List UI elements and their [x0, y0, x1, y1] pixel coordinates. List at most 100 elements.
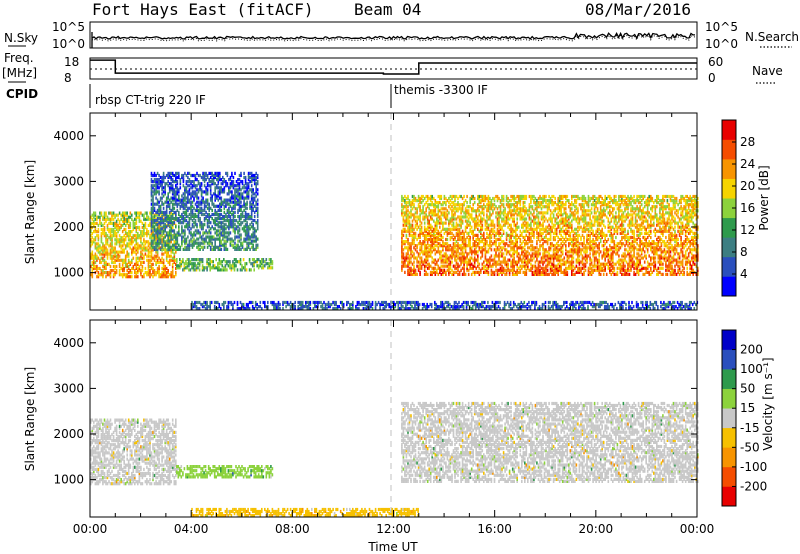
range-gate-cell — [235, 264, 237, 268]
range-gate-cell — [111, 256, 113, 260]
range-gate-cell — [466, 235, 468, 240]
range-gate-cell — [225, 180, 227, 184]
range-gate-cell — [159, 247, 162, 251]
data-region-5 — [401, 194, 699, 276]
range-gate-cell — [208, 239, 210, 243]
range-gate-cell — [534, 307, 536, 311]
range-gate-cell — [414, 207, 417, 211]
range-gate-cell — [188, 231, 191, 235]
range-gate-cell — [414, 199, 417, 203]
range-gate-cell — [219, 192, 221, 196]
range-gate-cell — [97, 244, 100, 248]
range-gate-cell — [421, 302, 424, 307]
range-gate-cell — [453, 305, 456, 309]
range-gate-cell — [96, 264, 98, 269]
range-gate-cell — [489, 229, 491, 233]
range-gate-cell — [171, 273, 174, 277]
range-gate-cell — [654, 307, 656, 311]
range-gate-cell — [495, 205, 497, 209]
range-gate-cell — [240, 204, 242, 208]
range-gate-cell — [209, 190, 212, 194]
range-gate-cell — [220, 233, 223, 237]
range-gate-cell — [102, 271, 104, 275]
range-gate-cell — [171, 271, 174, 275]
range-gate-cell — [473, 264, 476, 268]
range-gate-cell — [437, 207, 440, 211]
range-gate-cell — [294, 307, 296, 311]
range-gate-cell — [448, 246, 450, 250]
range-gate-cell — [458, 305, 460, 309]
range-gate-cell — [162, 190, 165, 194]
range-gate-cell — [150, 256, 153, 260]
range-gate-cell — [138, 211, 141, 215]
range-gate-cell — [462, 305, 465, 309]
range-gate-cell — [173, 210, 176, 214]
range-gate-cell — [197, 180, 200, 184]
range-gate-cell — [158, 180, 160, 184]
range-gate-cell — [131, 238, 133, 242]
range-gate-cell — [126, 275, 128, 279]
range-gate-cell — [196, 192, 198, 196]
range-gate-cell — [153, 235, 156, 239]
range-gate-cell — [181, 243, 183, 247]
range-gate-cell — [158, 186, 160, 190]
range-gate-cell — [144, 225, 147, 230]
range-gate-cell — [223, 227, 226, 231]
range-gate-cell — [490, 203, 493, 207]
range-gate-cell — [156, 184, 159, 188]
range-gate-cell — [455, 260, 458, 264]
range-gate-cell — [214, 171, 216, 175]
range-gate-cell — [137, 266, 139, 271]
range-gate-cell — [185, 245, 188, 249]
range-gate-cell — [422, 240, 424, 244]
range-gate-cell — [447, 305, 450, 309]
range-gate-cell — [505, 272, 508, 276]
range-gate-cell — [190, 227, 192, 231]
range-gate-cell — [469, 229, 471, 233]
range-gate-cell — [607, 307, 609, 311]
range-gate-cell — [191, 258, 193, 262]
range-gate-cell — [217, 245, 220, 249]
range-gate-cell — [132, 248, 135, 252]
range-gate-cell — [115, 236, 118, 240]
range-gate-cell — [165, 231, 168, 235]
range-gate-cell — [181, 237, 183, 241]
range-gate-cell — [193, 241, 195, 245]
range-gate-cell — [255, 188, 257, 192]
range-gate-cell — [228, 210, 230, 214]
range-gate-cell — [443, 260, 446, 264]
range-gate-cell — [499, 246, 502, 250]
range-gate-cell — [505, 248, 508, 252]
range-gate-cell — [114, 234, 116, 238]
range-gate-cell — [225, 235, 227, 239]
range-gate-cell — [208, 241, 210, 245]
range-gate-cell — [502, 258, 505, 262]
range-gate-cell — [394, 305, 397, 309]
range-gate-cell — [438, 307, 441, 311]
range-gate-cell — [429, 231, 432, 235]
range-gate-cell — [253, 233, 256, 237]
range-gate-cell — [170, 200, 172, 204]
range-gate-cell — [229, 231, 232, 235]
range-gate-cell — [137, 236, 139, 240]
range-gate-cell — [127, 244, 130, 248]
range-gate-cell — [490, 305, 492, 309]
range-gate-cell — [419, 260, 421, 264]
range-gate-cell — [159, 221, 162, 225]
range-gate-cell — [241, 214, 244, 219]
range-gate-cell — [176, 204, 179, 208]
range-gate-cell — [228, 206, 230, 210]
range-gate-cell — [91, 262, 94, 266]
range-gate-cell — [410, 233, 412, 237]
range-gate-cell — [141, 269, 144, 273]
range-gate-cell — [486, 213, 488, 217]
range-gate-cell — [492, 231, 494, 235]
range-gate-cell — [418, 302, 421, 307]
range-gate-cell — [247, 225, 250, 229]
range-gate-cell — [232, 239, 235, 243]
range-gate-cell — [402, 264, 405, 268]
range-gate-cell — [153, 184, 156, 188]
range-gate-cell — [141, 230, 144, 234]
range-gate-cell — [413, 260, 415, 264]
range-gate-cell — [124, 246, 127, 250]
